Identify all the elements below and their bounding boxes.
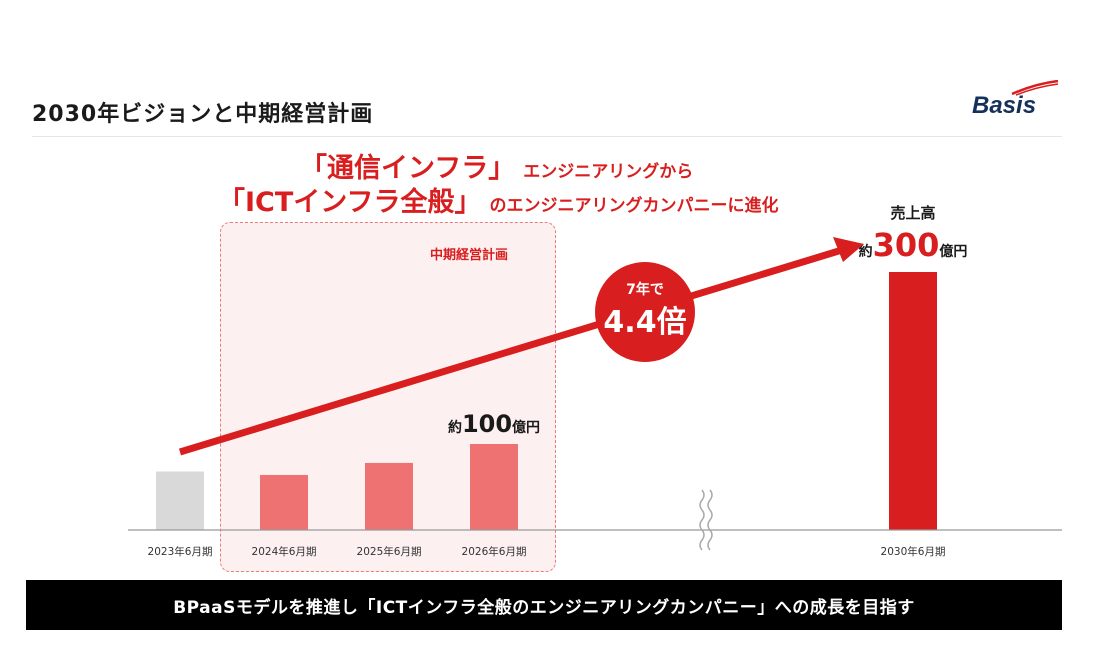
growth-badge-period: 7年で [626,281,664,298]
x-tick-label: 2030年6月期 [881,545,946,558]
footer-banner: BPaaSモデルを推進し「ICTインフラ全般のエンジニアリングカンパニー」への成… [26,580,1062,630]
headline-emphasis-1: 「通信インフラ」 [300,153,516,184]
bar-4 [889,272,937,530]
x-tick-label: 2024年6月期 [252,545,317,558]
page-title: 2030年ビジョンと中期経営計画 [32,102,374,127]
basis-logo: Basis [972,79,1062,122]
value-label-1: 約300億円 [859,226,968,264]
title-divider [32,136,1062,137]
x-tick-label: 2023年6月期 [148,545,213,558]
growth-badge: 7年で 4.4倍 [595,262,695,362]
x-tick-label: 2026年6月期 [462,545,527,558]
headline-emphasis-2: 「ICTインフラ全般」 [218,187,482,218]
logo-swoosh-icon [1011,79,1059,96]
logo-text: Basis [972,92,1037,119]
bar-0 [156,471,204,530]
headline-rest-1: エンジニアリングから [523,162,694,182]
value-label-title: 売上高 [890,204,935,222]
bar-3 [470,444,518,530]
bar-2 [365,462,413,530]
value-label-0: 約100億円 [448,410,540,438]
axis-break-icon [699,489,713,551]
mid-term-plan-label: 中期経営計画 [430,248,509,263]
headline-rest-2: のエンジニアリングカンパニーに進化 [489,196,779,216]
x-tick-label: 2025年6月期 [357,545,422,558]
growth-arrow [178,237,864,456]
headline-line-1: 「通信インフラ」 エンジニアリングから [300,146,693,185]
bar-1 [260,474,308,530]
growth-badge-multiplier: 4.4倍 [603,305,686,340]
headline-line-2: 「ICTインフラ全般」 のエンジニアリングカンパニーに進化 [218,180,778,219]
arrowhead-icon [833,237,864,262]
